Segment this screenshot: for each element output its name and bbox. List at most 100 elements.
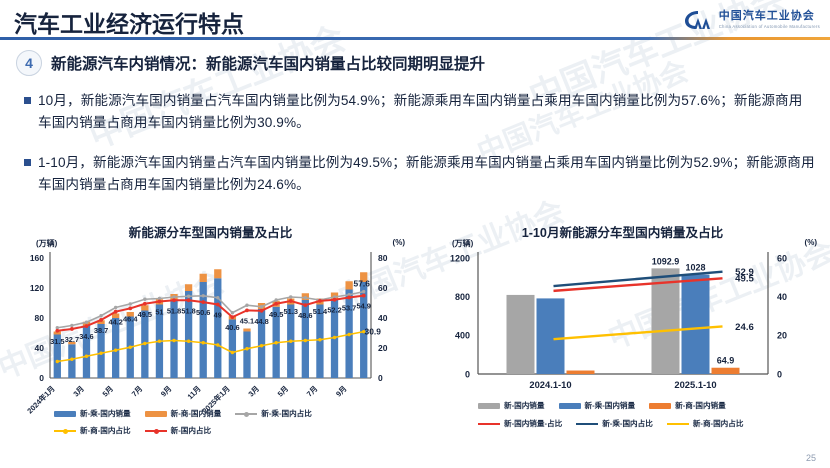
legend-item[interactable]: 新-商-国内销量 (144, 408, 221, 419)
bar-commercial (112, 313, 120, 318)
y2-tick-label: 80 (378, 253, 388, 263)
x-tick-label: 3月 (71, 384, 86, 399)
line-marker (143, 341, 147, 346)
x-tick-label: 7月 (305, 384, 320, 399)
bar-0 (506, 294, 535, 374)
chart-plot-area: 0 40 80 120 160 0 20 40 60 80 31.5 32.7 34.6 38.7 44.2… (8, 246, 413, 426)
cumulative-chart-svg: 0 400 800 1200 0 20 40 60 2024.1-10 1092.9 1028 64.… (450, 252, 787, 390)
trend-line-3 (553, 277, 723, 293)
x-tick-label: 11月 (186, 384, 203, 401)
line-marker (274, 341, 278, 345)
legend-item[interactable]: 新-乘-国内销量 (558, 400, 635, 411)
y2-tick-label: 20 (378, 343, 388, 353)
x-tick-label: 5月 (276, 384, 291, 399)
line-marker (69, 327, 74, 331)
chart-plot-area: 0 400 800 1200 0 20 40 60 2024.1-10 1092.9 1028 64.… (420, 246, 825, 418)
legend-swatch-icon (144, 428, 167, 434)
data-label-trend: 49.5 (735, 274, 754, 285)
page-number: 25 (805, 453, 816, 463)
line-marker (303, 296, 308, 300)
line-marker (172, 338, 176, 343)
legend-item[interactable]: 新-商-国内销量 (649, 400, 726, 411)
trend-line-4 (553, 270, 723, 288)
x-tick-label: 5月 (101, 384, 116, 399)
line-marker (113, 309, 118, 314)
y-axis-unit-right: (%) (392, 238, 405, 247)
line-marker (157, 299, 162, 304)
bullet-item: 1-10月，新能源汽车国内销量占汽车国内销量比例为49.5%；新能源乘用车国内销… (24, 152, 816, 196)
line-marker (230, 350, 235, 355)
y2-tick-label: 60 (378, 283, 388, 293)
data-label-nev-share: 51.4 (313, 307, 328, 316)
y-tick-label: 160 (30, 253, 44, 263)
brand-name-en: China Association of Automobile Manufact… (718, 23, 820, 29)
bullet-text: 10月，新能源汽车国内销量占汽车国内销量比例为54.9%；新能源乘用车国内销量占… (38, 93, 803, 131)
legend-marker-icon (153, 428, 159, 434)
legend-label: 新-国内占比 (170, 426, 212, 435)
legend-item[interactable]: 新-乘-国内占比 (235, 408, 312, 419)
chart-title: 新能源分车型国内销量及占比 (128, 226, 293, 240)
line-marker (332, 295, 337, 299)
data-label-trend: 52.9 (735, 267, 754, 278)
y2-tick-label: 40 (777, 292, 787, 302)
x-tick-label: 2024.1-10 (529, 379, 571, 390)
line-marker (70, 357, 74, 361)
data-label-nev-share: 53.7 (342, 303, 356, 312)
bar-commercial (53, 331, 61, 335)
bar-passenger (184, 291, 193, 378)
legend-item[interactable]: 新-商-国内占比 (666, 418, 743, 429)
line-marker (201, 341, 205, 345)
bar-passenger (228, 319, 237, 378)
legend-label: 新-乘-国内占比 (261, 409, 312, 418)
line-marker (128, 345, 132, 349)
bullet-marker-icon (24, 97, 31, 104)
legend-item[interactable]: 新-国内占比 (144, 425, 212, 436)
line-marker (274, 298, 278, 302)
data-label-trend: 24.6 (735, 322, 754, 333)
data-label-nev-share: 32.7 (65, 335, 79, 344)
y-tick-label: 1200 (450, 253, 470, 263)
header-divider (0, 37, 830, 40)
line-marker (157, 339, 162, 343)
line-marker (99, 318, 103, 322)
legend-item[interactable]: 新-国内销量-占比 (478, 418, 562, 429)
section-title: 新能源汽车内销情况：新能源汽车国内销量占比较同期明显提升 (51, 56, 486, 73)
line-marker (186, 294, 191, 298)
legend-item[interactable]: 新-乘-国内占比 (576, 418, 653, 429)
line-marker (186, 298, 191, 303)
data-label-nev-share: 49.5 (269, 310, 283, 319)
legend-swatch-icon (478, 402, 500, 409)
line-marker (318, 338, 322, 342)
legend-marker-icon (244, 411, 250, 417)
legend-swatch-icon (666, 422, 689, 425)
legend-label: 新-乘-国内占比 (602, 419, 653, 428)
bar-1 (681, 274, 710, 374)
line-marker (303, 303, 308, 307)
cam-logo-icon (684, 11, 710, 29)
line-marker (172, 295, 176, 299)
line-marker (113, 305, 118, 310)
data-label-nev-share: 52.2 (327, 306, 341, 315)
data-label-nev-share: 40.6 (225, 323, 239, 332)
bullet-marker-icon (24, 159, 31, 166)
line-marker (186, 339, 191, 343)
data-label-nev-share: 34.6 (79, 332, 93, 341)
legend-item[interactable]: 新-商-国内占比 (54, 425, 131, 436)
line-marker (142, 301, 147, 306)
x-tick-label: 7月 (130, 384, 145, 399)
legend-item[interactable]: 新-国内销量 (478, 400, 545, 411)
y-tick-label: 400 (455, 331, 470, 341)
bar-passenger (199, 282, 207, 378)
bar-commercial (360, 272, 368, 282)
y-tick-label: 40 (35, 343, 45, 353)
line-marker (128, 302, 132, 306)
y-tick-label: 0 (465, 369, 470, 379)
line-marker (143, 297, 147, 301)
bar-passenger (82, 325, 91, 378)
bar-commercial (97, 320, 105, 324)
legend-swatch-icon (235, 411, 258, 417)
line-marker (99, 351, 103, 355)
legend-item[interactable]: 新-乘-国内销量 (54, 408, 131, 419)
bar-0 (651, 268, 680, 374)
line-3 (57, 330, 364, 363)
